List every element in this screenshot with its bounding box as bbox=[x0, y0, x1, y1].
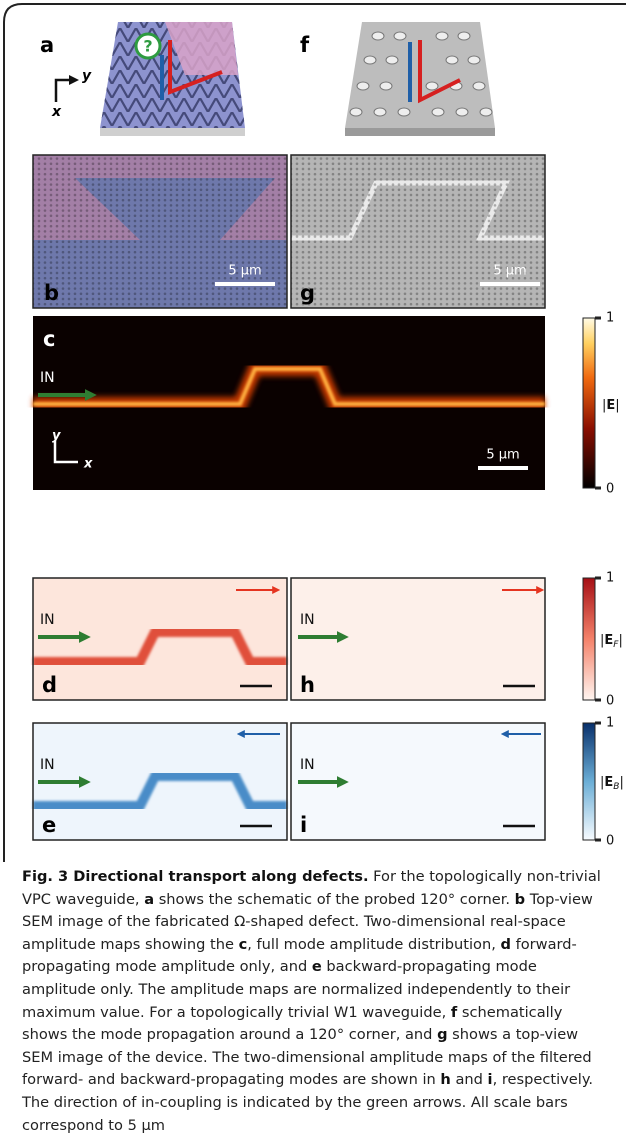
colorbar-label: |E| bbox=[602, 398, 620, 413]
map-i bbox=[290, 722, 546, 841]
caption-bold: h bbox=[440, 1071, 451, 1089]
input-label: IN bbox=[40, 612, 55, 628]
axis-label: x bbox=[51, 104, 62, 120]
caption-text: shows the schematic of the probed 120° c… bbox=[154, 890, 515, 908]
caption-bold: Fig. 3 Directional transport along defec… bbox=[22, 868, 369, 885]
label-part: | bbox=[619, 775, 623, 790]
question-mark: ? bbox=[143, 37, 152, 56]
caption-text: , full mode amplitude distribution, bbox=[247, 935, 501, 953]
colorbar-min: 0 bbox=[606, 694, 614, 709]
axis-label: x bbox=[83, 457, 93, 472]
colorbar-max: 1 bbox=[606, 716, 614, 731]
caption-bold: c bbox=[238, 935, 248, 953]
figure: ? y x a f 5 µm b 5 µm g bbox=[3, 3, 626, 862]
caption-text: For the topologically non-trivial VPC wa… bbox=[22, 868, 601, 908]
colorbar-label: |EF| bbox=[600, 633, 623, 650]
caption-text: schematically shows the mode propagation… bbox=[22, 1003, 563, 1044]
panel-label: g bbox=[300, 281, 315, 305]
caption-text: Top-view SEM image of the fabricated Ω-s… bbox=[22, 890, 593, 953]
panel-label: i bbox=[300, 813, 307, 837]
caption: Fig. 3 Directional transport along defec… bbox=[22, 866, 608, 1137]
caption-bold: d bbox=[500, 935, 511, 953]
panel-label: e bbox=[42, 813, 56, 837]
input-label: IN bbox=[40, 757, 55, 773]
caption-text: forward-propagating mode amplitude only,… bbox=[22, 935, 577, 976]
schematic-a: ? bbox=[100, 22, 245, 136]
map-h bbox=[290, 577, 546, 701]
label-part: E bbox=[606, 398, 615, 413]
label-part: B bbox=[613, 782, 619, 792]
axis-label: y bbox=[52, 429, 61, 444]
caption-bold: i bbox=[487, 1071, 493, 1089]
panel-label: d bbox=[42, 673, 57, 697]
caption-text: shows a top-view SEM image of the device… bbox=[22, 1026, 592, 1089]
map-e bbox=[32, 722, 288, 841]
sem-b: 5 µm bbox=[32, 154, 288, 309]
label-part: E bbox=[604, 775, 613, 790]
panel-label: a bbox=[40, 33, 54, 57]
colorbar-min: 0 bbox=[606, 482, 614, 497]
input-label: IN bbox=[300, 612, 315, 628]
panel-label: f bbox=[300, 33, 310, 57]
axis-label: y bbox=[82, 68, 92, 84]
colorbar-max: 1 bbox=[606, 571, 614, 586]
label-part: | bbox=[600, 775, 604, 790]
panel-label: h bbox=[300, 673, 315, 697]
colorbar: 1 0 |E| bbox=[582, 311, 620, 497]
colorbar: 1 0 |EB| bbox=[582, 716, 624, 849]
colorbar-label: |EB| bbox=[600, 775, 624, 792]
label-part: E bbox=[604, 633, 613, 648]
colorbar: 1 0 |EF| bbox=[582, 571, 623, 709]
frame bbox=[3, 3, 626, 862]
label-part: | bbox=[618, 633, 622, 648]
axes-a: y x bbox=[51, 68, 92, 120]
scale-bar-label: 5 µm bbox=[493, 264, 526, 279]
caption-bold: f bbox=[450, 1003, 458, 1021]
colorbar-max: 1 bbox=[606, 311, 614, 326]
caption-text: and bbox=[450, 1071, 488, 1089]
schematic-f bbox=[345, 22, 495, 136]
input-label: IN bbox=[300, 757, 315, 773]
label-part: | bbox=[602, 398, 606, 413]
map-d bbox=[32, 577, 288, 701]
label-part: F bbox=[613, 640, 619, 650]
label-part: | bbox=[600, 633, 604, 648]
caption-bold: g bbox=[437, 1026, 448, 1044]
caption-bold: a bbox=[144, 890, 155, 908]
map-c: IN y x 5 µm bbox=[33, 316, 545, 490]
colorbar-min: 0 bbox=[606, 834, 614, 849]
label-part: | bbox=[615, 398, 619, 413]
caption-bold: e bbox=[311, 958, 322, 976]
sem-g: 5 µm bbox=[290, 154, 546, 309]
panel-label: b bbox=[44, 281, 59, 305]
scale-bar-label: 5 µm bbox=[486, 448, 519, 463]
scale-bar-label: 5 µm bbox=[228, 264, 261, 279]
caption-text: backward-propagating mode amplitude only… bbox=[22, 958, 571, 1021]
input-label: IN bbox=[40, 370, 55, 386]
panel-label: c bbox=[43, 327, 55, 351]
caption-bold: b bbox=[514, 890, 526, 908]
